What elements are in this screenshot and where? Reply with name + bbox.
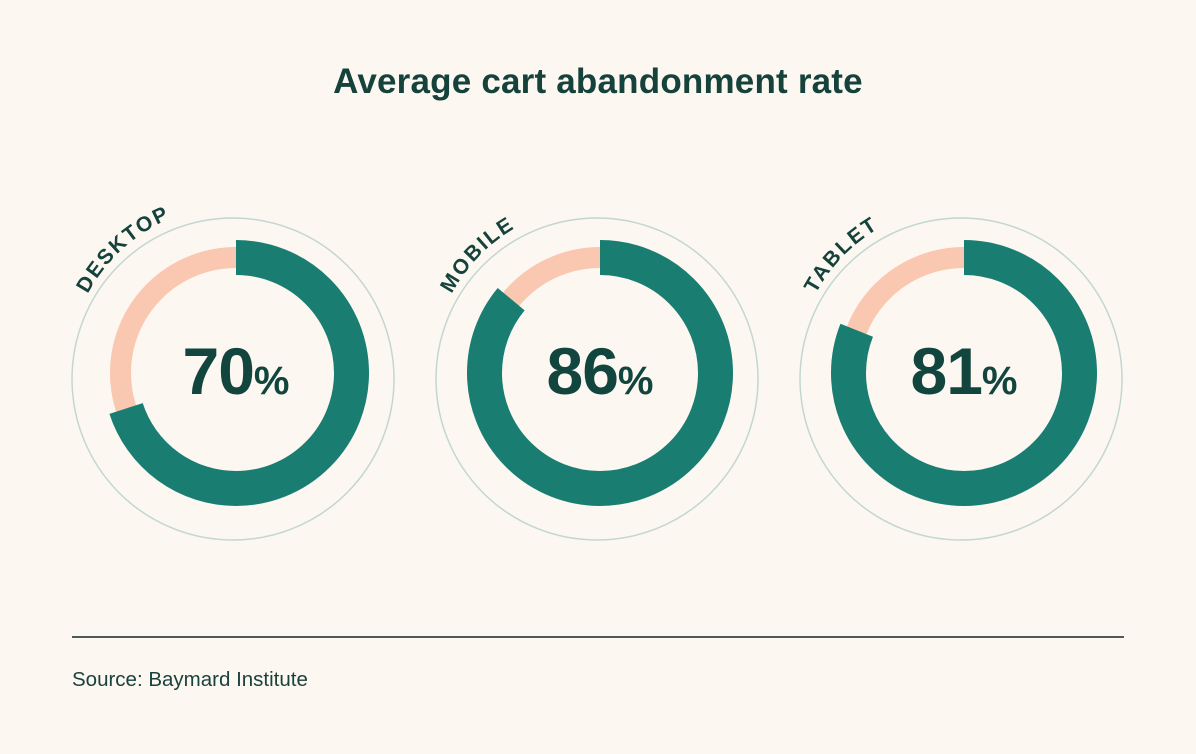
percentage-value: 81%	[911, 334, 1018, 408]
divider-line	[72, 636, 1124, 638]
value-arc	[103, 240, 369, 506]
donut-chart-desktop: 70% DESKTOP	[69, 198, 395, 541]
donut-chart-tablet: 81% TABLET	[797, 209, 1123, 541]
decorative-ring	[435, 217, 759, 541]
decorative-ring	[799, 217, 1123, 541]
donut-label-tablet: TABLET	[800, 212, 882, 296]
source-credit: Source: Baymard Institute	[72, 668, 308, 691]
value-arc	[467, 240, 733, 506]
donut-charts-row: 70% DESKTOP 86% MOBILE	[66, 198, 1134, 543]
decorative-ring	[71, 217, 395, 541]
percentage-value: 70%	[183, 334, 290, 408]
chart-title: Average cart abandonment rate	[333, 62, 863, 101]
value-arc	[831, 240, 1097, 506]
donut-chart-mobile: 86% MOBILE	[433, 209, 759, 541]
donut-label-mobile: MOBILE	[436, 212, 518, 296]
percentage-value: 86%	[547, 334, 654, 408]
